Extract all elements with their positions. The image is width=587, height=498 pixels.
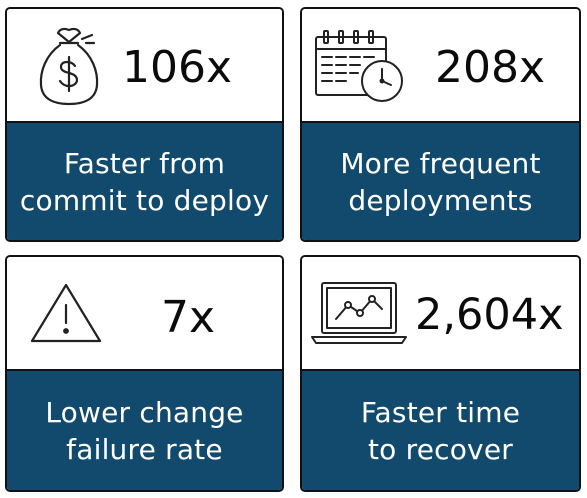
metric-card-bottom: Faster time to recover [302, 369, 579, 490]
metric-card-commit-to-deploy: 106x Faster from commit to deploy [5, 7, 284, 242]
calendar-clock-icon [315, 30, 403, 102]
metric-value: 106x [122, 42, 233, 93]
laptop-chart-icon [311, 282, 407, 344]
metric-card-bottom: Lower change failure rate [7, 369, 282, 490]
metric-description: Faster from commit to deploy [19, 146, 270, 217]
metric-description: Faster time to recover [360, 395, 521, 466]
metric-card-bottom: More frequent deployments [302, 121, 579, 240]
money-bag-icon [39, 27, 99, 106]
metric-card-bottom: Faster from commit to deploy [7, 121, 282, 240]
metric-card-top: 208x [302, 9, 579, 119]
metric-card-change-failure-rate: 7x Lower change failure rate [5, 255, 284, 492]
metric-value: 208x [435, 42, 546, 93]
metric-card-deployment-frequency: 208x More frequent deployments [300, 7, 581, 242]
metric-card-top: 2,604x [302, 257, 579, 367]
metric-description: Lower change failure rate [45, 395, 244, 466]
metric-value: 2,604x [415, 290, 564, 340]
metric-card-top: 106x [7, 9, 282, 119]
metric-value: 7x [161, 292, 216, 343]
metric-card-time-to-recover: 2,604x Faster time to recover [300, 255, 581, 492]
metric-card-top: 7x [7, 257, 282, 367]
metric-description: More frequent deployments [340, 146, 541, 217]
warning-icon [30, 283, 102, 343]
